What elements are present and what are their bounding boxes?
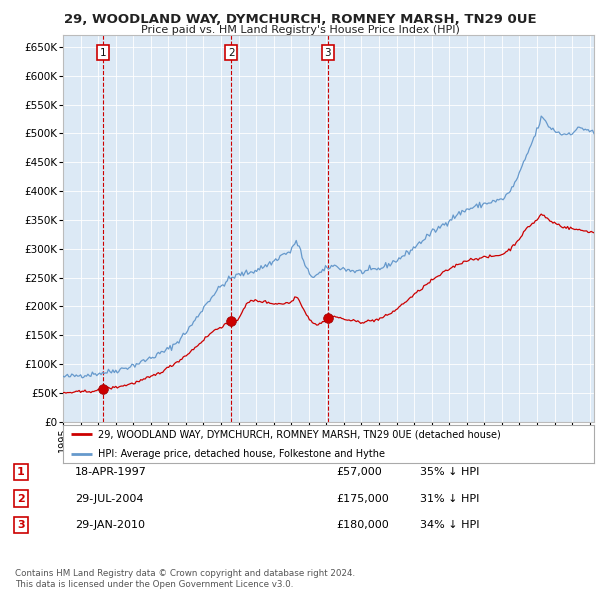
Text: 18-APR-1997: 18-APR-1997 <box>75 467 147 477</box>
Text: 3: 3 <box>325 48 331 58</box>
Text: 34% ↓ HPI: 34% ↓ HPI <box>420 520 479 530</box>
Text: £57,000: £57,000 <box>336 467 382 477</box>
Text: £175,000: £175,000 <box>336 494 389 503</box>
Text: 1: 1 <box>100 48 107 58</box>
Text: 29, WOODLAND WAY, DYMCHURCH, ROMNEY MARSH, TN29 0UE (detached house): 29, WOODLAND WAY, DYMCHURCH, ROMNEY MARS… <box>98 430 500 440</box>
Text: Contains HM Land Registry data © Crown copyright and database right 2024.
This d: Contains HM Land Registry data © Crown c… <box>15 569 355 589</box>
Text: 1: 1 <box>17 467 25 477</box>
Text: 2: 2 <box>228 48 235 58</box>
Text: £180,000: £180,000 <box>336 520 389 530</box>
Text: Price paid vs. HM Land Registry's House Price Index (HPI): Price paid vs. HM Land Registry's House … <box>140 25 460 35</box>
Text: 35% ↓ HPI: 35% ↓ HPI <box>420 467 479 477</box>
Text: 29-JUL-2004: 29-JUL-2004 <box>75 494 143 503</box>
Text: HPI: Average price, detached house, Folkestone and Hythe: HPI: Average price, detached house, Folk… <box>98 448 385 458</box>
Text: 3: 3 <box>17 520 25 530</box>
Text: 2: 2 <box>17 494 25 503</box>
Text: 29-JAN-2010: 29-JAN-2010 <box>75 520 145 530</box>
Text: 31% ↓ HPI: 31% ↓ HPI <box>420 494 479 503</box>
Text: 29, WOODLAND WAY, DYMCHURCH, ROMNEY MARSH, TN29 0UE: 29, WOODLAND WAY, DYMCHURCH, ROMNEY MARS… <box>64 13 536 26</box>
